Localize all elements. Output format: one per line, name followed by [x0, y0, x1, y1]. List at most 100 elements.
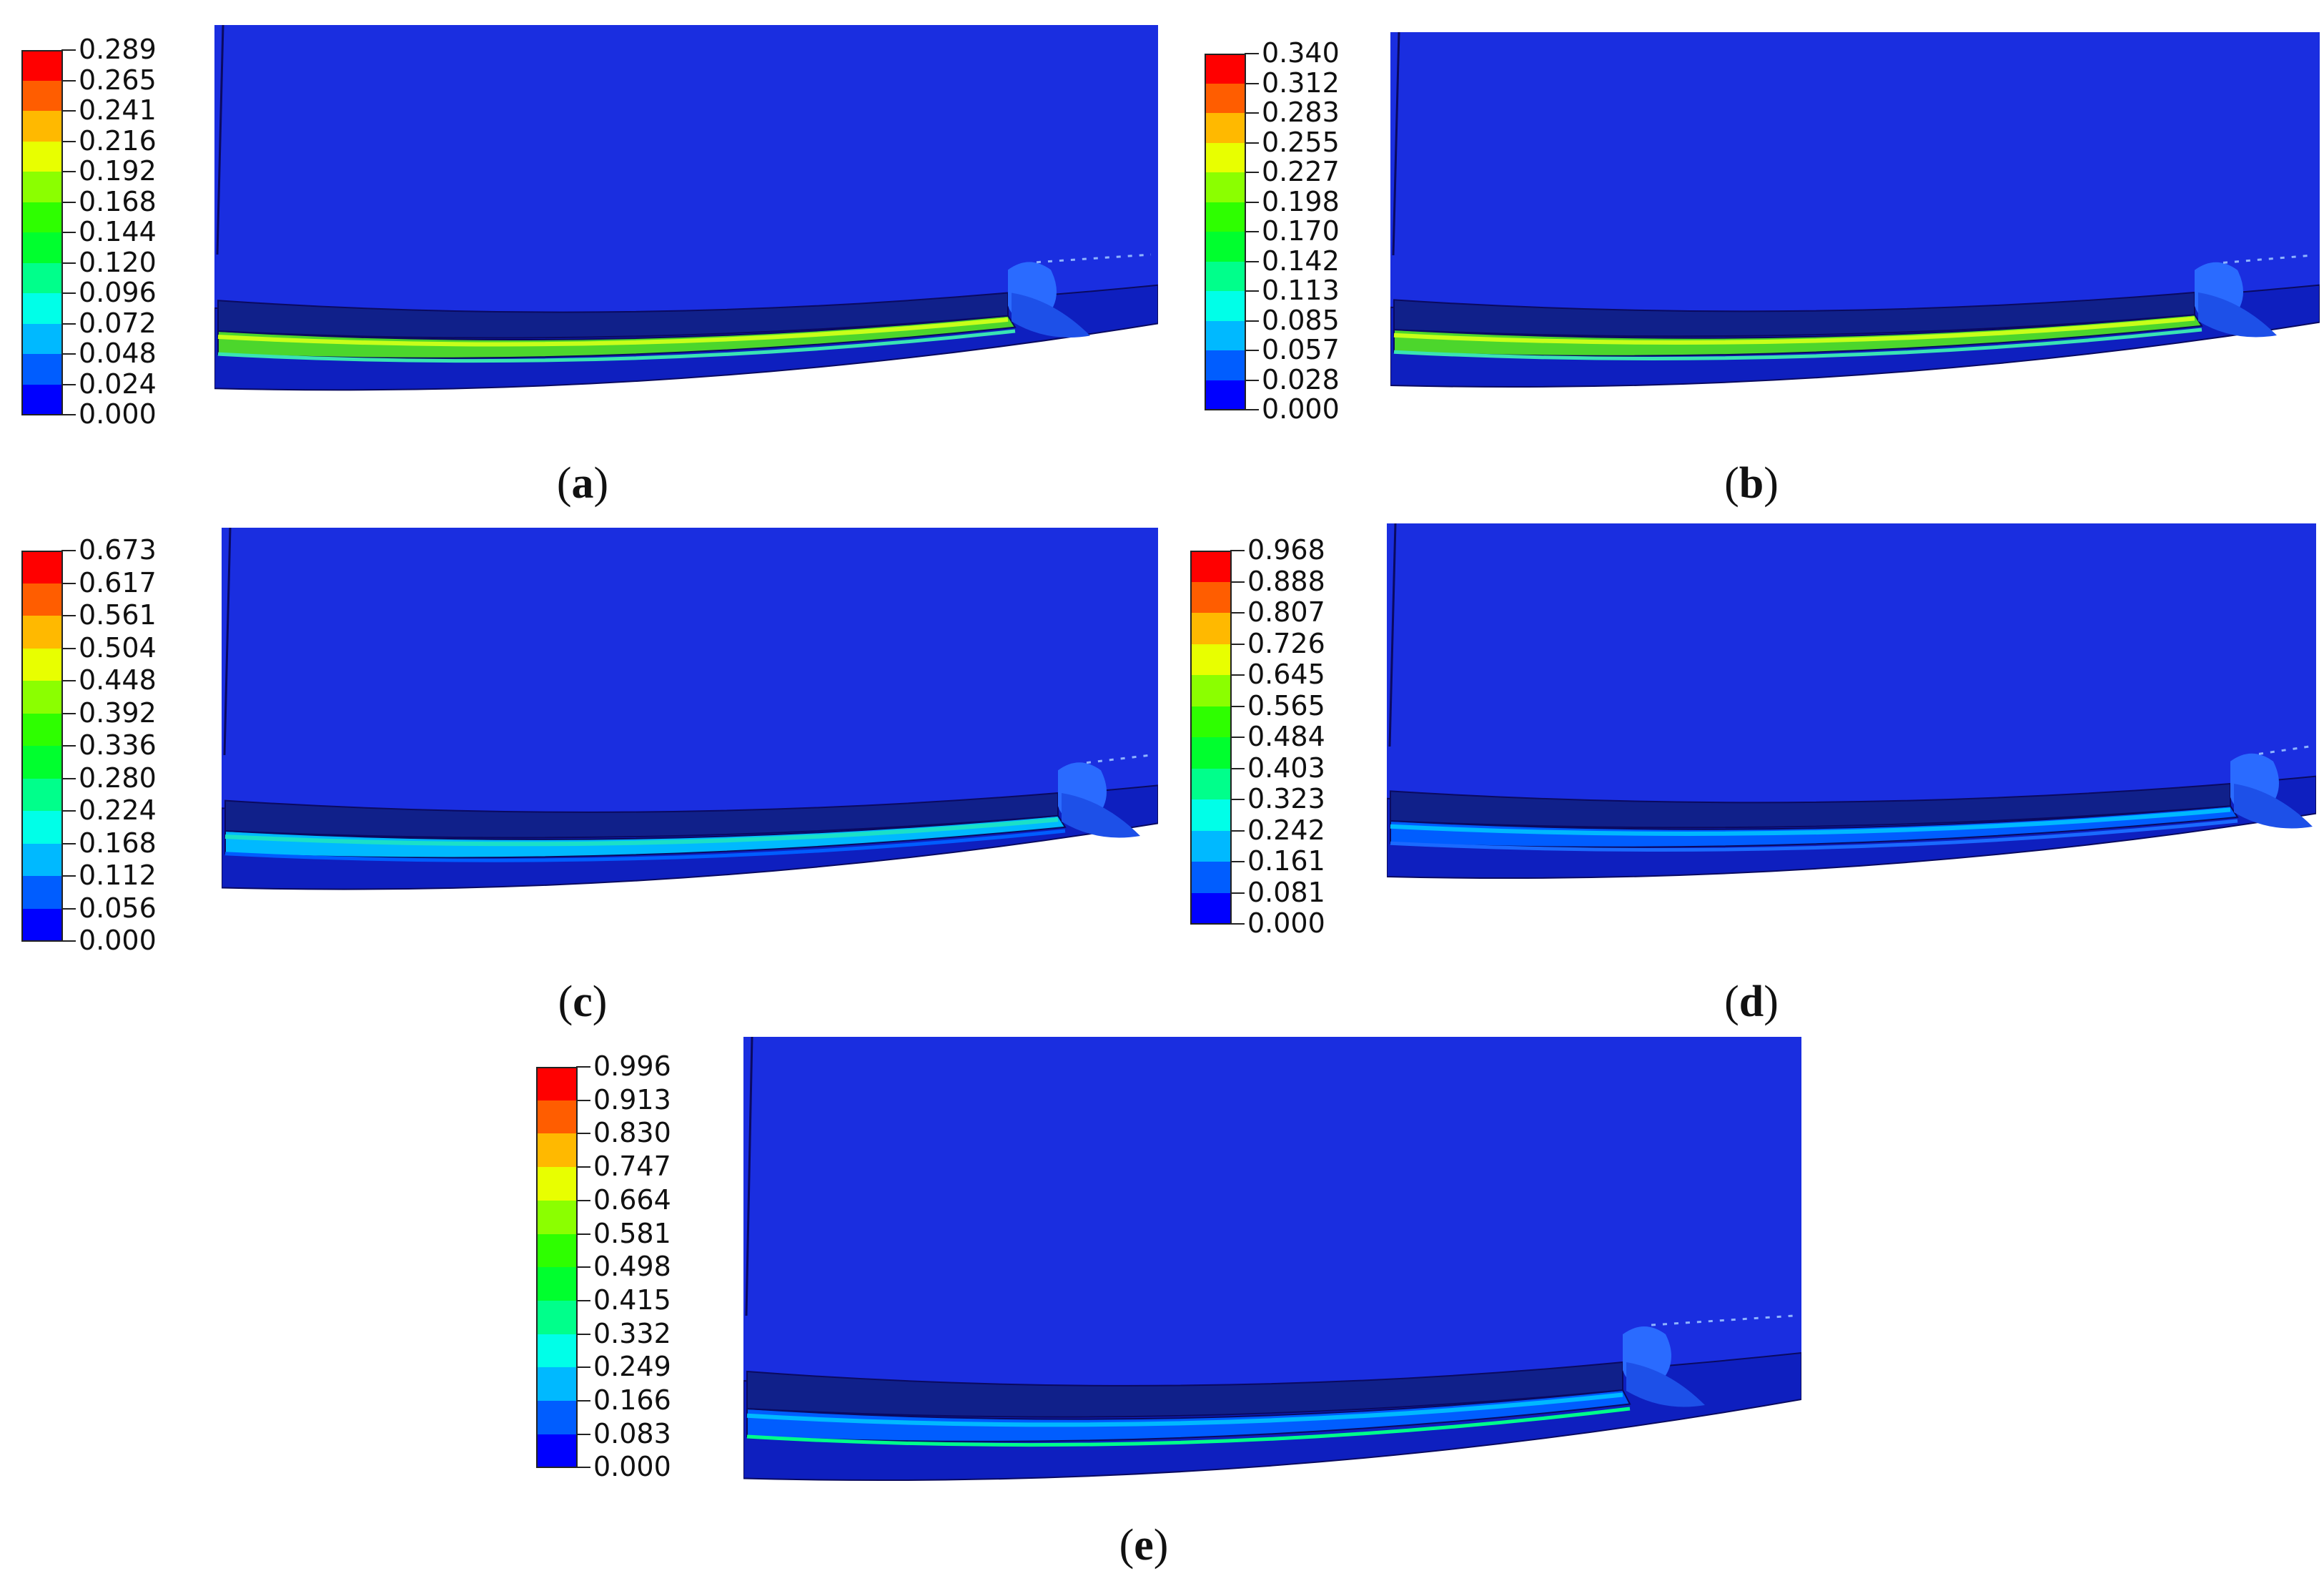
- legend-tick: [1230, 550, 1245, 551]
- legend-tick-label: 0.336: [79, 729, 157, 761]
- legend-tick: [61, 907, 76, 910]
- legend-swatch: [536, 1200, 578, 1234]
- legend-tick: [61, 777, 76, 779]
- legend-tick-label: 0.000: [79, 398, 157, 430]
- notch-plume: [2234, 784, 2313, 829]
- legend-tick-label: 0.000: [1262, 393, 1340, 425]
- coating-layer-inner: [224, 829, 1066, 862]
- upper-layer-band: [746, 1361, 1623, 1418]
- legend-tick: [1230, 861, 1245, 862]
- legend-tick-label: 0.340: [1262, 37, 1340, 69]
- legend-swatch: [21, 293, 63, 324]
- legend-swatch: [21, 811, 63, 844]
- legend-swatch: [1190, 581, 1232, 614]
- legend-swatch: [1190, 644, 1232, 676]
- notch-plume: [1626, 1362, 1705, 1407]
- legend-tick-label: 0.170: [1262, 215, 1340, 247]
- legend-tick: [576, 1266, 590, 1269]
- legend-tick-label: 0.056: [79, 892, 157, 924]
- legend-tick-label: 0.726: [1247, 627, 1325, 659]
- upper-layer-band: [217, 292, 1009, 339]
- legend-swatch: [21, 616, 63, 649]
- panel-d: 0.968 0.888 0.807 0.726 0.645 0.565 0.484 0.403…: [1172, 522, 2324, 1044]
- legend-swatch: [536, 1401, 578, 1435]
- legend-tick-label: 0.112: [79, 860, 157, 891]
- caption-e: (e): [1119, 1521, 1169, 1570]
- legend-tick-label: 0.072: [79, 307, 157, 339]
- legend-tick-label: 0.249: [593, 1351, 671, 1383]
- edge-line: [216, 25, 224, 255]
- legend-swatch: [536, 1300, 578, 1335]
- legend-swatch: [1205, 261, 1246, 292]
- legend-tick: [1230, 612, 1245, 614]
- legend-swatch: [1190, 613, 1232, 644]
- legend-tick-label: 0.645: [1247, 659, 1325, 690]
- legend-tick: [1245, 320, 1259, 322]
- legend-swatch: [1190, 799, 1232, 831]
- model-body: [214, 25, 1158, 390]
- contour-plot-d: [1387, 523, 2316, 880]
- legend-swatch: [1205, 54, 1246, 84]
- legend-swatch: [21, 746, 63, 779]
- legend-tick-label: 0.283: [1262, 97, 1340, 128]
- legend-tick-label: 0.392: [79, 696, 157, 729]
- legend-tick: [61, 712, 76, 714]
- legend-tick: [1230, 581, 1245, 583]
- legend-tick: [1230, 643, 1245, 645]
- legend-swatch: [21, 583, 63, 616]
- panel-b: 0.340 0.312 0.283 0.255 0.227 0.198 0.170 0.142…: [1172, 0, 2324, 529]
- legend-tick-label: 0.096: [79, 277, 157, 308]
- legend-tick-label: 0.161: [1247, 845, 1325, 877]
- legend-tick-label: 0.565: [1247, 689, 1325, 721]
- legend-tick-label: 0.216: [79, 124, 157, 157]
- caption-a: (a): [556, 459, 609, 508]
- legend-tick-label: 0.192: [79, 155, 157, 187]
- legend-swatch: [536, 1133, 578, 1168]
- legend-tick: [61, 745, 76, 747]
- legend-tick-label: 0.224: [79, 794, 157, 826]
- seam-line: [1651, 1314, 1795, 1326]
- legend-swatch: [536, 1367, 578, 1402]
- legend-tick: [1245, 201, 1259, 203]
- legend-swatch: [536, 1167, 578, 1201]
- coating-layer-outer: [1390, 805, 2239, 848]
- legend-tick: [1245, 53, 1259, 54]
- legend-tick-label: 0.403: [1247, 752, 1325, 784]
- legend-tick: [1245, 379, 1259, 381]
- legend-tick: [1230, 799, 1245, 800]
- coating-layer-outer: [1393, 314, 2203, 357]
- legend-tick: [61, 615, 76, 616]
- legend-swatch: [21, 876, 63, 909]
- legend-swatch: [1205, 202, 1246, 232]
- legend-swatch: [536, 1334, 578, 1368]
- legend-tick-label: 0.332: [593, 1317, 671, 1349]
- legend-swatch: [1205, 142, 1246, 173]
- legend-tick: [61, 810, 76, 812]
- legend-swatch: [21, 713, 63, 747]
- legend-tick-label: 0.617: [79, 566, 157, 599]
- coating-layer-peak: [224, 817, 1059, 847]
- legend-tick: [1245, 82, 1259, 84]
- edge-line: [1388, 523, 1397, 747]
- legend-swatch: [1205, 350, 1246, 380]
- legend-tick-label: 0.048: [79, 338, 157, 369]
- legend-tick-label: 0.227: [1262, 156, 1340, 187]
- legend-swatch: [1190, 737, 1232, 769]
- legend-swatch: [1205, 291, 1246, 321]
- legend-swatch: [21, 172, 63, 202]
- coating-layer-inner: [217, 329, 1016, 363]
- legend-tick-label: 0.312: [1262, 67, 1340, 99]
- legend-tick-label: 0.000: [593, 1451, 671, 1483]
- legend-tick: [61, 322, 76, 325]
- legend-tick: [61, 292, 76, 294]
- notch-plume: [1062, 793, 1140, 838]
- model-body: [1390, 32, 2320, 388]
- legend-tick: [576, 1099, 590, 1101]
- upper-layer-band: [224, 792, 1059, 839]
- legend-swatch: [536, 1434, 578, 1468]
- legend-swatch: [1190, 706, 1232, 738]
- model-body: [1387, 523, 2316, 879]
- legend-swatch: [1190, 551, 1232, 582]
- legend-swatch: [21, 141, 63, 172]
- legend-tick-label: 0.913: [593, 1083, 671, 1115]
